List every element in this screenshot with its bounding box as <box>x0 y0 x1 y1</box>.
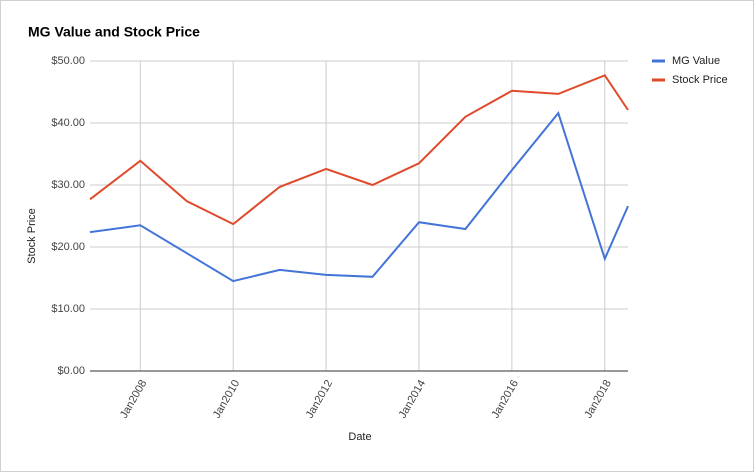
y-tick-label: $50.00 <box>51 55 85 67</box>
legend-label: MG Value <box>672 55 720 67</box>
y-axis-label: Stock Price <box>26 208 38 264</box>
series-line <box>89 74 629 226</box>
y-tick-label: $40.00 <box>51 117 85 129</box>
y-tick-label: $10.00 <box>51 303 85 315</box>
legend-label: Stock Price <box>672 74 728 86</box>
x-axis-label: Date <box>348 431 371 443</box>
chart-title: MG Value and Stock Price <box>28 24 200 40</box>
y-tick-label: $20.00 <box>51 241 85 253</box>
y-tick-label: $0.00 <box>57 365 85 377</box>
series-line <box>89 111 629 283</box>
y-tick-label: $30.00 <box>51 179 85 191</box>
